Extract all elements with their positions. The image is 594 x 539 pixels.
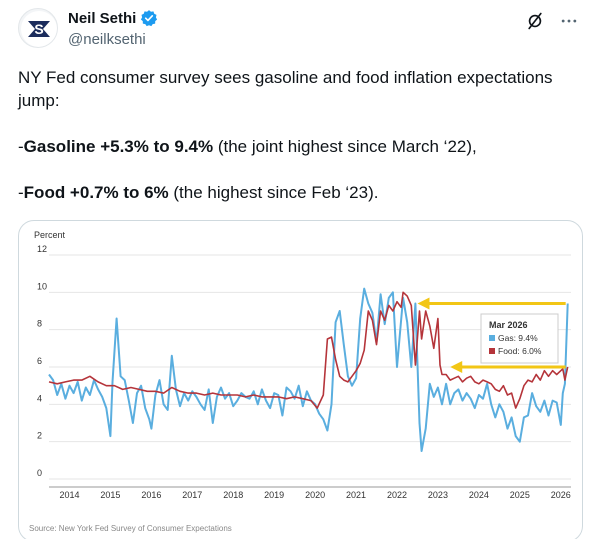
- more-icon[interactable]: [558, 10, 580, 32]
- x-tick-label: 2015: [100, 490, 120, 500]
- tooltip-title: Mar 2026: [489, 320, 528, 330]
- inflation-expectations-chart: 0 2 4 6 8 10 12 2014 2015 2016 2017 2018 2019 2020 20…: [29, 230, 571, 533]
- y-tick-label: 0: [37, 468, 42, 478]
- gas-rest: (the joint highest since March ‘22),: [213, 137, 477, 156]
- tooltip-gas-swatch: [489, 335, 495, 341]
- x-tick-label: 2014: [59, 490, 79, 500]
- tweet-text: NY Fed consumer survey sees gasoline and…: [18, 66, 578, 204]
- x-tick-label: 2022: [387, 490, 407, 500]
- y-tick-label: 8: [37, 319, 42, 329]
- series-line-gas: [48, 287, 569, 452]
- author-handle[interactable]: @neilksethi: [68, 31, 146, 48]
- y-tick-label: 6: [37, 356, 42, 366]
- y-tick-label: 4: [37, 393, 42, 403]
- y-axis-label: Percent: [34, 230, 66, 240]
- gas-prefix: -: [18, 137, 24, 156]
- avatar-logo-icon: S: [21, 11, 57, 47]
- gas-bold: Gasoline +5.3% to 9.4%: [23, 137, 214, 156]
- y-tick-label: 10: [37, 281, 47, 291]
- grok-icon[interactable]: [524, 10, 546, 32]
- chart-tooltip: Mar 2026 Gas: 9.4% Food: 6.0%: [480, 313, 559, 364]
- tooltip-food-label: Food: 6.0%: [498, 346, 542, 356]
- avatar[interactable]: S: [18, 8, 58, 48]
- x-tick-label: 2024: [469, 490, 489, 500]
- y-tick-label: 12: [37, 244, 47, 254]
- food-prefix: -: [18, 183, 24, 202]
- author-name-row: Neil Sethi: [68, 9, 158, 27]
- annotation-arrow-head: [417, 297, 430, 310]
- series-line-food: [48, 291, 569, 409]
- tooltip-gas-label: Gas: 9.4%: [498, 333, 538, 343]
- avatar-letter: S: [34, 21, 43, 37]
- x-tick-label: 2016: [141, 490, 161, 500]
- annotation-arrow-head: [450, 361, 463, 373]
- x-tick-label: 2025: [510, 490, 530, 500]
- tweet-top-actions: [524, 10, 580, 32]
- chart-source: Source: New York Fed Survey of Consumer …: [29, 524, 232, 533]
- x-tick-label: 2026: [551, 490, 571, 500]
- tooltip-food-swatch: [489, 348, 495, 354]
- x-tick-label: 2023: [428, 490, 448, 500]
- x-tick-label: 2021: [346, 490, 366, 500]
- tweet-line-intro: NY Fed consumer survey sees gasoline and…: [18, 68, 553, 110]
- x-tick-label: 2017: [182, 490, 202, 500]
- chart-image[interactable]: 0 2 4 6 8 10 12 2014 2015 2016 2017 2018 2019 2020 20…: [18, 220, 583, 539]
- verified-badge-icon[interactable]: [140, 9, 158, 27]
- food-bold: Food +0.7% to 6%: [23, 183, 169, 202]
- food-rest: (the highest since Feb ‘23).: [168, 183, 379, 202]
- y-tick-label: 2: [37, 431, 42, 441]
- tweet-line-gasoline: -Gasoline +5.3% to 9.4% (the joint highe…: [18, 135, 578, 158]
- x-tick-label: 2020: [305, 490, 325, 500]
- tweet-line-food: -Food +0.7% to 6% (the highest since Feb…: [18, 181, 578, 204]
- x-tick-label: 2019: [264, 490, 284, 500]
- author-display-name[interactable]: Neil Sethi: [68, 9, 137, 27]
- x-tick-label: 2018: [223, 490, 243, 500]
